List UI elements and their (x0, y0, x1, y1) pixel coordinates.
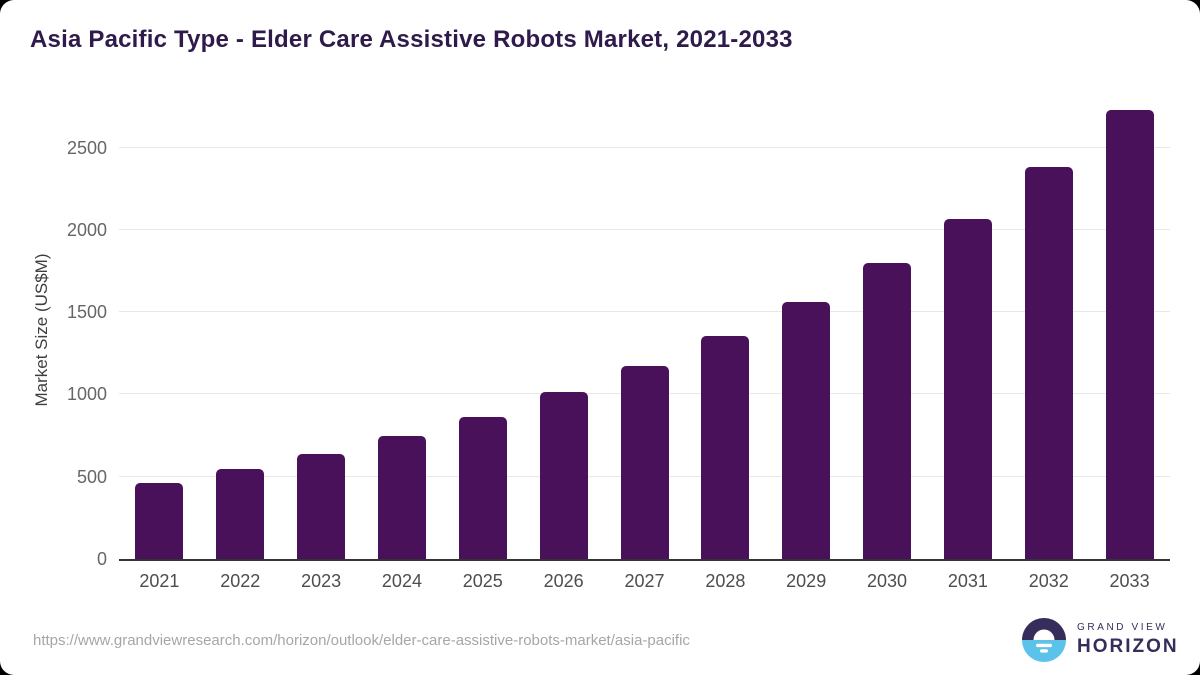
x-tick-label-2025: 2025 (462, 571, 503, 591)
grand-view-horizon-logo: GRAND VIEW HORIZON (1022, 618, 1179, 662)
bar-2032 (1024, 167, 1073, 559)
bar-2023 (297, 453, 346, 559)
x-tick-label-2022: 2022 (220, 571, 261, 591)
x-tick-label-2028: 2028 (705, 571, 746, 591)
bar-2030 (863, 262, 912, 559)
y-tick-label-1500: 1500 (66, 302, 107, 323)
bar-2028 (701, 336, 750, 559)
bar-2024 (377, 436, 426, 559)
chart-title: Asia Pacific Type - Elder Care Assistive… (30, 26, 793, 53)
bar-2033 (1105, 109, 1154, 559)
x-tick-label-2027: 2027 (624, 571, 665, 591)
logo-product-line: HORIZON (1077, 636, 1179, 657)
bar-2021 (135, 482, 184, 559)
x-tick-label-2026: 2026 (543, 571, 584, 591)
x-tick-label-2021: 2021 (139, 571, 180, 591)
bar-2029 (782, 302, 831, 559)
x-tick-label-2032: 2032 (1028, 571, 1069, 591)
y-tick-label-2500: 2500 (66, 137, 107, 158)
logo-brand-line: GRAND VIEW (1077, 622, 1168, 633)
y-tick-label-0: 0 (96, 549, 107, 569)
logo-text: GRAND VIEW HORIZON (1077, 622, 1179, 658)
y-tick-label-2000: 2000 (66, 219, 107, 240)
x-tick-label-2023: 2023 (301, 571, 342, 591)
x-tick-label-2029: 2029 (786, 571, 827, 591)
gridline-1500 (119, 311, 1170, 313)
x-tick-label-2024: 2024 (381, 571, 422, 591)
gridline-2000 (119, 228, 1170, 230)
source-url: https://www.grandviewresearch.com/horizo… (33, 632, 690, 649)
plot-area (119, 100, 1170, 561)
horizon-sun-icon (1022, 618, 1066, 662)
y-tick-label-1000: 1000 (66, 384, 107, 405)
gridline-2500 (119, 146, 1170, 148)
y-tick-label-500: 500 (76, 466, 107, 487)
bar-2022 (216, 469, 265, 559)
bar-2026 (539, 392, 588, 559)
bar-2027 (620, 365, 669, 559)
bar-2031 (943, 219, 992, 559)
x-tick-label-2033: 2033 (1109, 571, 1150, 591)
x-tick-label-2031: 2031 (947, 571, 988, 591)
bar-2025 (458, 416, 507, 559)
x-tick-label-2030: 2030 (867, 571, 908, 591)
